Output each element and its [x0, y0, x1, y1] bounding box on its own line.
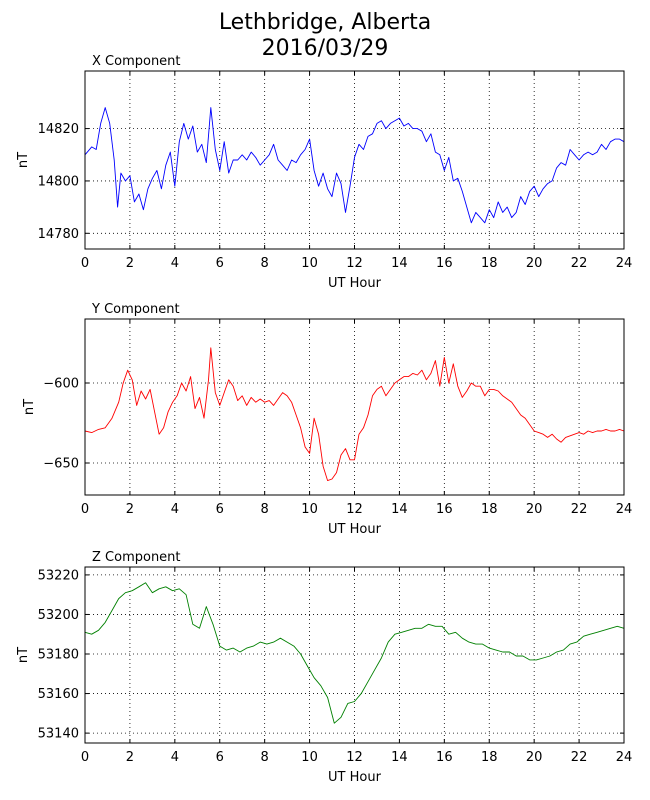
x-tick-label: 22 — [571, 750, 588, 765]
x-tick-label: 14 — [391, 256, 408, 271]
x-tick-label: 20 — [526, 502, 543, 517]
x-tick-label: 12 — [346, 256, 363, 271]
series-line-z — [84, 582, 625, 724]
x-tick-label: 4 — [171, 256, 179, 271]
x-axis-label: UT Hour — [328, 770, 382, 785]
x-tick-label: 14 — [391, 750, 408, 765]
x-tick-label: 4 — [171, 750, 179, 765]
y-tick-label: 53220 — [38, 568, 79, 583]
x-tick-label: 12 — [346, 502, 363, 517]
x-tick-label: 18 — [481, 750, 498, 765]
x-tick-label: 18 — [481, 256, 498, 271]
y-tick-label: 53200 — [38, 608, 79, 623]
x-tick-label: 22 — [571, 502, 588, 517]
x-tick-label: 0 — [81, 256, 89, 271]
x-tick-label: 16 — [436, 502, 453, 517]
y-axis-label: nT — [22, 399, 37, 415]
x-tick-label: 10 — [301, 256, 318, 271]
x-tick-label: 18 — [481, 502, 498, 517]
y-tick-label: 53160 — [38, 687, 79, 702]
x-tick-label: 8 — [261, 256, 269, 271]
series-line-x — [84, 107, 625, 224]
x-tick-label: 12 — [346, 750, 363, 765]
x-tick-label: 0 — [81, 750, 89, 765]
x-tick-label: 8 — [261, 502, 269, 517]
x-tick-label: 2 — [126, 256, 134, 271]
x-tick-label: 10 — [301, 750, 318, 765]
x-tick-label: 8 — [261, 750, 269, 765]
station-name: Lethbridge, Alberta — [218, 10, 432, 35]
x-tick-label: 16 — [436, 256, 453, 271]
x-tick-label: 14 — [391, 502, 408, 517]
y-axis-label: nT — [16, 647, 31, 663]
x-tick-label: 2 — [126, 502, 134, 517]
x-axis-label: UT Hour — [328, 276, 382, 291]
chart-title-x: X Component — [92, 54, 181, 69]
x-tick-label: 6 — [216, 256, 224, 271]
chart-title-y: Y Component — [91, 302, 180, 317]
y-tick-label: 14800 — [38, 174, 79, 189]
x-tick-label: 2 — [126, 750, 134, 765]
y-axis-label: nT — [16, 152, 31, 168]
page-title: Lethbridge, Alberta 2016/03/29 — [0, 10, 650, 62]
x-tick-label: 10 — [301, 502, 318, 517]
x-tick-label: 24 — [616, 750, 633, 765]
x-axis-label: UT Hour — [328, 522, 382, 537]
series-line-y — [84, 347, 625, 482]
y-tick-label: −650 — [43, 457, 79, 472]
x-tick-label: 4 — [171, 502, 179, 517]
chart-z: 0 2 4 6 8 10 12 14 16 18 20 22 245314053160531805320… — [16, 550, 632, 785]
x-tick-label: 16 — [436, 750, 453, 765]
y-tick-label: 53180 — [38, 648, 79, 663]
chart-title-z: Z Component — [92, 550, 181, 565]
x-tick-label: 22 — [571, 256, 588, 271]
x-tick-label: 6 — [216, 502, 224, 517]
x-tick-label: 24 — [616, 502, 633, 517]
x-tick-label: 24 — [616, 256, 633, 271]
y-tick-label: 14780 — [38, 227, 79, 242]
x-tick-label: 20 — [526, 256, 543, 271]
x-tick-label: 6 — [216, 750, 224, 765]
date-label: 2016/03/29 — [261, 36, 389, 61]
x-tick-label: 20 — [526, 750, 543, 765]
y-tick-label: −600 — [43, 377, 79, 392]
y-tick-label: 14820 — [38, 122, 79, 137]
y-tick-label: 53140 — [38, 727, 79, 742]
x-tick-label: 0 — [81, 502, 89, 517]
